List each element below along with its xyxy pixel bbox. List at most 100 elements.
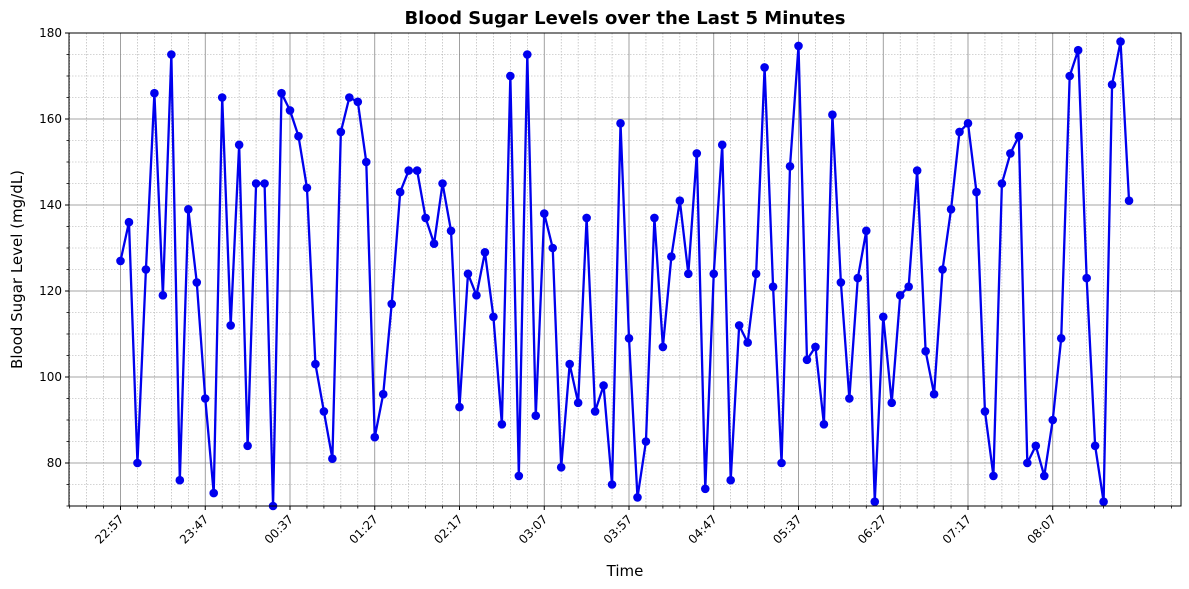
data-point: [412, 166, 422, 175]
series-line: [119, 40, 1131, 508]
data-point: [1124, 196, 1134, 205]
x-tick-label: 23:47: [177, 512, 211, 546]
grid-lines: [69, 32, 1181, 507]
data-point: [963, 119, 973, 128]
x-tick-label: 06:27: [855, 512, 889, 546]
data-point: [277, 88, 286, 98]
data-point: [751, 269, 761, 279]
data-point: [1031, 441, 1041, 451]
data-point: [251, 179, 261, 188]
data-point: [565, 359, 574, 369]
data-point: [514, 471, 524, 481]
data-point: [1039, 471, 1049, 481]
data-point: [819, 420, 829, 429]
data-point: [1065, 71, 1074, 81]
data-point: [234, 140, 244, 150]
data-point: [811, 342, 820, 352]
data-point: [938, 265, 947, 274]
data-point: [980, 407, 990, 416]
data-point: [446, 226, 456, 236]
data-point: [200, 394, 210, 403]
data-point: [989, 471, 998, 481]
data-point: [743, 338, 752, 347]
data-point: [641, 437, 651, 446]
data-point: [429, 239, 439, 248]
data-point: [370, 432, 380, 442]
x-tick-label: 08:07: [1025, 512, 1059, 546]
y-tick-label: 160: [39, 112, 62, 126]
data-point: [836, 278, 846, 287]
x-axis-label: Time: [606, 562, 644, 580]
data-point: [582, 213, 591, 223]
data-point: [760, 63, 769, 72]
data-point: [650, 213, 659, 223]
data-point: [1014, 131, 1024, 141]
data-point: [497, 420, 507, 429]
x-tick-label: 07:17: [940, 512, 974, 546]
data-point: [556, 463, 566, 472]
data-point: [378, 389, 388, 399]
data-point: [616, 119, 625, 128]
axis-ticks: 80 100 120 140 160 180 22:57 23:47 00:37 01:27 02:…: [39, 26, 1172, 547]
y-tick-label: 80: [47, 456, 62, 470]
data-point: [387, 299, 397, 309]
y-tick-label: 120: [39, 284, 62, 298]
data-point: [946, 205, 956, 214]
data-point: [904, 282, 913, 292]
data-point: [768, 282, 778, 292]
data-point: [675, 196, 685, 205]
data-point: [531, 411, 541, 421]
data-point: [667, 252, 676, 261]
data-point: [828, 110, 837, 119]
data-point: [1073, 45, 1083, 55]
data-point: [599, 381, 608, 390]
data-point: [658, 342, 668, 352]
data-point: [243, 441, 252, 451]
data-point: [921, 346, 930, 356]
data-point: [361, 157, 371, 167]
data-point: [734, 321, 744, 330]
data-point: [404, 166, 413, 175]
data-point: [794, 41, 803, 51]
data-point: [929, 389, 939, 399]
data-point: [116, 256, 125, 266]
data-point: [480, 248, 490, 257]
y-tick-label: 140: [39, 198, 62, 212]
data-point: [463, 269, 473, 279]
data-point: [302, 183, 312, 193]
data-point: [472, 291, 481, 300]
data-point: [353, 97, 363, 107]
data-point: [633, 493, 642, 502]
data-point: [607, 480, 617, 489]
data-point: [878, 312, 888, 322]
data-point: [260, 179, 269, 188]
data-point: [845, 394, 854, 403]
data-point: [311, 359, 320, 369]
data-point: [895, 291, 905, 300]
data-point: [539, 209, 549, 218]
data-point: [455, 402, 464, 412]
x-tick-label: 22:57: [92, 512, 126, 546]
data-point: [802, 355, 812, 365]
data-point: [285, 106, 295, 115]
data-point: [167, 50, 176, 59]
x-tick-label: 00:37: [262, 512, 296, 546]
x-tick-label: 03:57: [601, 512, 635, 546]
data-point: [523, 50, 532, 59]
data-point: [887, 398, 897, 408]
data-point: [785, 162, 795, 171]
y-axis-label: Blood Sugar Level (mg/dL): [8, 170, 26, 369]
data-series: [116, 37, 1134, 511]
data-point: [1107, 80, 1117, 89]
x-tick-label: 05:37: [770, 512, 804, 546]
data-point: [395, 187, 405, 197]
data-point: [1023, 458, 1032, 468]
data-point: [624, 334, 634, 343]
data-point: [1099, 497, 1108, 507]
data-point: [226, 321, 235, 330]
data-point: [726, 475, 735, 485]
x-tick-label: 03:07: [516, 512, 550, 546]
data-point: [336, 127, 346, 137]
data-point: [1090, 441, 1100, 451]
